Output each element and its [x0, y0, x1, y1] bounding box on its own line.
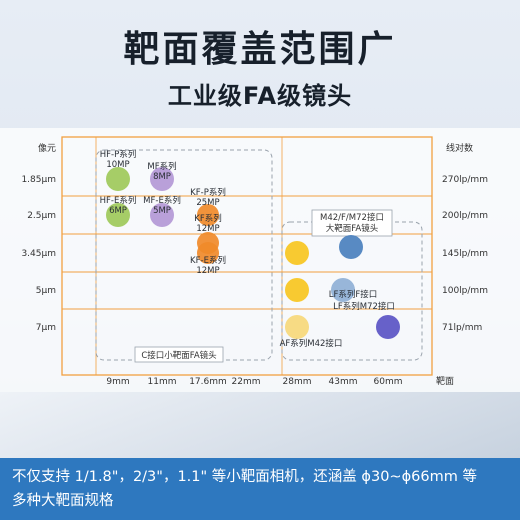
- data-point-label: 10MP: [106, 160, 129, 170]
- group-label-small-format: C接口小靶面FA镜头: [141, 350, 217, 361]
- data-point-label: HF-P系列: [100, 149, 136, 160]
- data-point-label: KF系列: [194, 213, 221, 224]
- chart-background-panel: [0, 128, 520, 396]
- group-label-large-format-line2: 大靶面FA镜头: [326, 223, 379, 234]
- data-point-label: MF-E系列: [143, 195, 181, 206]
- data-point-label: 5MP: [153, 206, 171, 216]
- data-point-label: LF系列F接口: [329, 289, 378, 300]
- data-point: [285, 241, 309, 265]
- group-label-box: [311, 209, 393, 237]
- x-tick: 43mm: [329, 377, 358, 387]
- data-point: [197, 204, 219, 226]
- group-label-box: [134, 346, 224, 363]
- data-point-label: 6MP: [109, 206, 127, 216]
- y-axis-title-right: 线对数: [446, 142, 473, 154]
- y-tick-left: 5μm: [36, 286, 56, 296]
- data-point-label: LF系列M72接口: [333, 301, 395, 312]
- data-point: [197, 242, 219, 264]
- x-tick: 9mm: [106, 377, 129, 387]
- data-point-label: 12MP: [196, 266, 219, 276]
- y-tick-left: 3.45μm: [21, 249, 56, 259]
- data-point: [339, 235, 363, 259]
- group-box-large-format: [281, 221, 423, 361]
- y-axis-title-left: 像元: [38, 142, 56, 154]
- x-tick: 11mm: [148, 377, 177, 387]
- data-point: [106, 203, 130, 227]
- data-point: [285, 278, 309, 302]
- y-tick-left: 2.5μm: [27, 211, 56, 221]
- data-point: [150, 167, 174, 191]
- data-point-label: KF-E系列: [190, 255, 226, 266]
- data-point-label: KF-P系列: [190, 187, 226, 198]
- data-point-label: 12MP: [196, 224, 219, 234]
- data-point-label: HF-E系列: [100, 195, 137, 206]
- data-point-label: 8MP: [153, 172, 171, 182]
- x-tick: 28mm: [283, 377, 312, 387]
- y-tick-right: 100lp/mm: [442, 286, 488, 296]
- data-point: [331, 278, 355, 302]
- decorative-lens-area: [0, 392, 520, 458]
- y-tick-left: 7μm: [36, 323, 56, 333]
- y-tick-right: 71lp/mm: [442, 323, 482, 333]
- page-title: 靶面覆盖范围广: [123, 29, 397, 70]
- footer-banner: 不仅支持 1/1.8"，2/3"，1.1" 等小靶面相机，还涵盖 ϕ30~ϕ66…: [0, 458, 520, 520]
- y-tick-right: 145lp/mm: [442, 249, 488, 259]
- group-label-large-format-line1: M42/F/M72接口: [320, 212, 384, 223]
- data-point: [106, 167, 130, 191]
- data-point-label: MF系列: [147, 161, 176, 172]
- y-tick-right: 200lp/mm: [442, 211, 488, 221]
- footer-line-1: 不仅支持 1/1.8"，2/3"，1.1" 等小靶面相机，还涵盖 ϕ30~ϕ66…: [12, 469, 477, 485]
- data-point-label: AF系列M42接口: [280, 338, 343, 349]
- data-point-label: 25MP: [196, 198, 219, 208]
- y-tick-left: 1.85μm: [21, 175, 56, 185]
- y-tick-right: 270lp/mm: [442, 175, 488, 185]
- x-axis-title: 靶面: [436, 375, 454, 387]
- footer-line-2: 多种大靶面规格: [12, 493, 114, 509]
- x-tick: 60mm: [374, 377, 403, 387]
- page-subtitle: 工业级FA级镜头: [167, 82, 353, 110]
- data-point: [285, 315, 309, 339]
- x-tick: 17.6mm: [189, 377, 227, 387]
- chart-frame: [61, 136, 433, 376]
- x-tick: 22mm: [232, 377, 261, 387]
- data-point: [150, 203, 174, 227]
- data-point: [376, 315, 400, 339]
